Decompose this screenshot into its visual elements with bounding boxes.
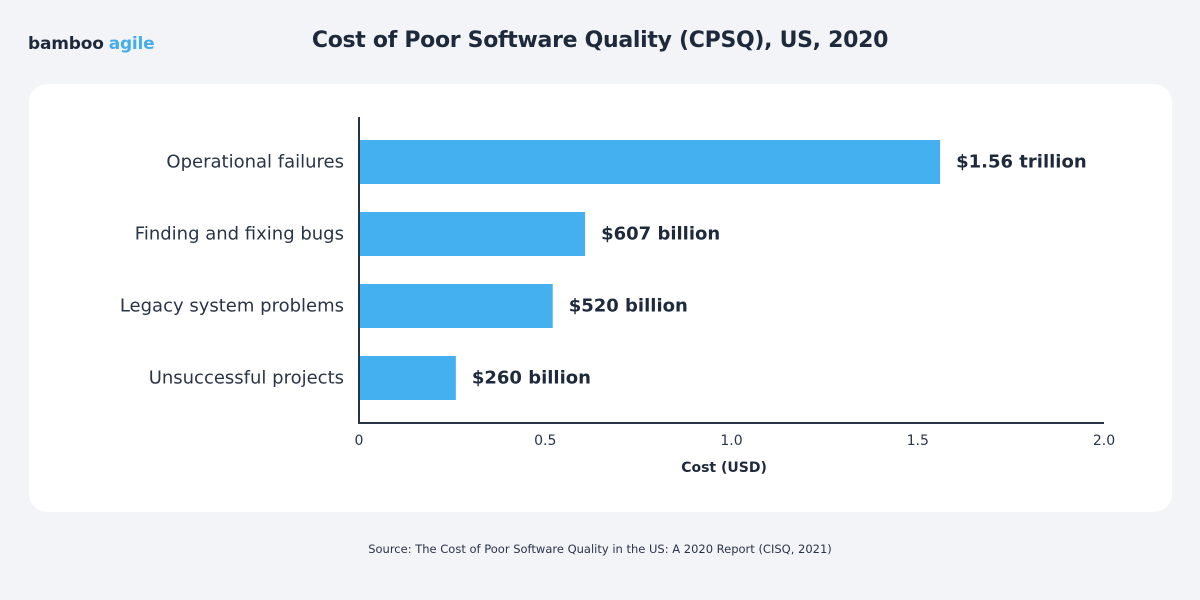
value-label: $260 billion bbox=[472, 368, 591, 389]
value-label: $1.56 trillion bbox=[956, 152, 1087, 173]
chart-title: Cost of Poor Software Quality (CPSQ), US… bbox=[311, 28, 889, 53]
category-label: Operational failures bbox=[166, 152, 344, 173]
x-tick-label: 1.0 bbox=[720, 433, 742, 449]
bar bbox=[359, 356, 456, 400]
category-label: Finding and fixing bugs bbox=[135, 224, 344, 245]
brand-name-part2: agile bbox=[108, 34, 155, 54]
bar-chart: Operational failures $1.56 trillion Findin… bbox=[120, 117, 1115, 476]
brand-name-part1: bamboo bbox=[28, 34, 104, 54]
x-tick-label: 1.5 bbox=[907, 433, 929, 449]
x-axis-title: Cost (USD) bbox=[681, 460, 767, 476]
x-tick-label: 0.5 bbox=[534, 433, 556, 449]
bar bbox=[359, 140, 941, 184]
bar bbox=[359, 284, 553, 328]
category-label: Legacy system problems bbox=[120, 296, 344, 317]
x-tick-label: 2.0 bbox=[1093, 433, 1115, 449]
bar bbox=[359, 212, 586, 256]
category-label: Unsuccessful projects bbox=[149, 368, 344, 389]
brand-logo: bamboo agile bbox=[28, 34, 155, 54]
x-tick-label: 0 bbox=[355, 433, 364, 449]
chart-card: Operational failures $1.56 trillion Findin… bbox=[29, 84, 1172, 512]
value-label: $520 billion bbox=[569, 296, 688, 317]
value-label: $607 billion bbox=[601, 224, 720, 245]
source-note: Source: The Cost of Poor Software Qualit… bbox=[368, 542, 832, 556]
